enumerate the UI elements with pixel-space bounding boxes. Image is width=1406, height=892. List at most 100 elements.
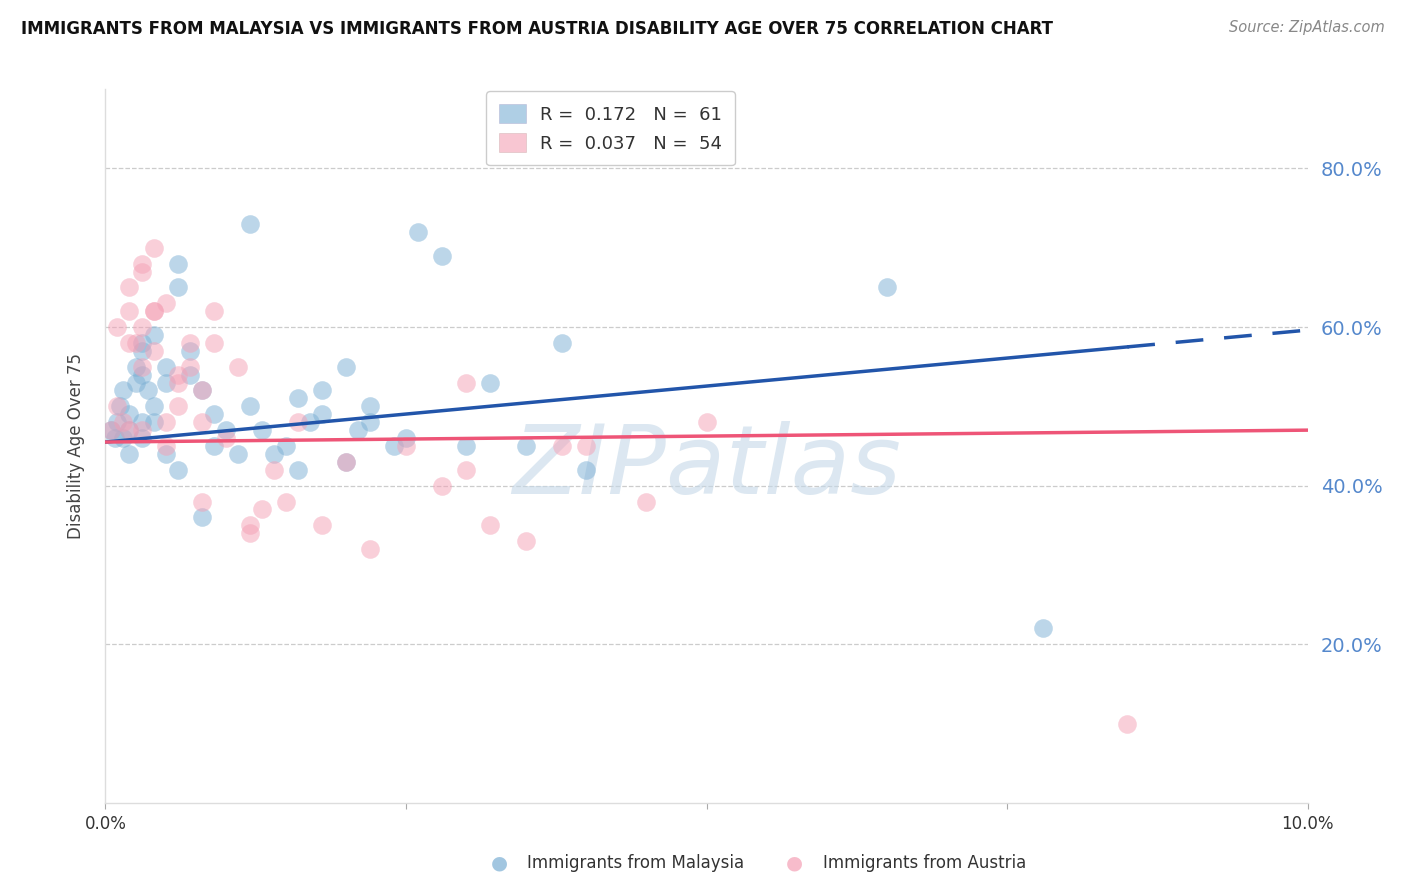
Point (124, 359, 146, 374)
Point (263, 463, 285, 477)
Point (287, 392, 309, 406)
Point (118, 407, 141, 421)
Point (142, 304, 165, 318)
Point (575, 463, 598, 477)
Point (107, 400, 129, 414)
Point (382, 439, 405, 453)
Text: Immigrants from Austria: Immigrants from Austria (823, 855, 1026, 872)
Point (166, 400, 188, 414)
Point (696, 415, 718, 429)
Point (202, 439, 225, 453)
Point (190, 510, 212, 524)
Point (155, 439, 177, 453)
Point (551, 335, 574, 350)
Point (335, 455, 357, 469)
Point (287, 463, 309, 477)
Point (100, 423, 122, 437)
Point (131, 320, 153, 334)
Point (454, 376, 477, 390)
Point (454, 439, 477, 453)
Point (131, 431, 153, 445)
Point (155, 447, 177, 461)
Point (100, 423, 122, 437)
Point (575, 439, 598, 453)
Legend: R =  0.172   N =  61, R =  0.037   N =  54: R = 0.172 N = 61, R = 0.037 N = 54 (486, 91, 735, 165)
Point (131, 423, 153, 437)
Point (131, 343, 153, 358)
Point (395, 431, 418, 445)
Point (636, 494, 658, 508)
Point (118, 447, 141, 461)
Text: IMMIGRANTS FROM MALAYSIA VS IMMIGRANTS FROM AUSTRIA DISABILITY AGE OVER 75 CORRE: IMMIGRANTS FROM MALAYSIA VS IMMIGRANTS F… (21, 20, 1053, 37)
Point (142, 415, 165, 429)
Point (239, 518, 262, 533)
Point (226, 359, 249, 374)
Point (430, 478, 453, 492)
Point (454, 463, 477, 477)
Point (155, 376, 177, 390)
Point (190, 494, 212, 508)
Point (190, 384, 212, 398)
Text: ●: ● (491, 854, 508, 873)
Point (406, 225, 429, 239)
Point (239, 526, 262, 541)
Point (250, 423, 273, 437)
Point (118, 423, 141, 437)
Point (112, 431, 135, 445)
Text: ●: ● (786, 854, 803, 873)
Point (107, 415, 129, 429)
Point (479, 376, 502, 390)
Point (142, 304, 165, 318)
Point (155, 296, 177, 310)
Text: ZIPatlas: ZIPatlas (512, 421, 901, 514)
Point (359, 542, 381, 557)
Point (131, 368, 153, 382)
Point (311, 518, 333, 533)
Point (142, 343, 165, 358)
Point (104, 431, 127, 445)
Point (430, 249, 453, 263)
Point (515, 534, 537, 549)
Point (1116, 716, 1139, 731)
Point (179, 335, 201, 350)
Point (202, 335, 225, 350)
Point (155, 359, 177, 374)
Point (112, 384, 135, 398)
Point (107, 320, 129, 334)
Point (1032, 621, 1054, 635)
Point (166, 257, 188, 271)
Point (347, 423, 370, 437)
Point (359, 415, 381, 429)
Point (131, 415, 153, 429)
Point (250, 502, 273, 516)
Point (142, 400, 165, 414)
Point (166, 368, 188, 382)
Point (190, 384, 212, 398)
Point (202, 407, 225, 421)
Point (118, 335, 141, 350)
Point (239, 400, 262, 414)
Y-axis label: Disability Age Over 75: Disability Age Over 75 (66, 353, 84, 539)
Point (311, 384, 333, 398)
Point (131, 264, 153, 278)
Point (118, 280, 141, 294)
Point (274, 494, 297, 508)
Point (142, 241, 165, 255)
Point (479, 518, 502, 533)
Point (214, 431, 236, 445)
Point (118, 423, 141, 437)
Point (335, 359, 357, 374)
Point (263, 447, 285, 461)
Point (166, 376, 188, 390)
Point (202, 304, 225, 318)
Point (118, 304, 141, 318)
Point (179, 359, 201, 374)
Point (395, 439, 418, 453)
Point (335, 455, 357, 469)
Point (515, 439, 537, 453)
Point (287, 415, 309, 429)
Point (190, 415, 212, 429)
Point (112, 415, 135, 429)
Point (142, 328, 165, 343)
Point (136, 384, 159, 398)
